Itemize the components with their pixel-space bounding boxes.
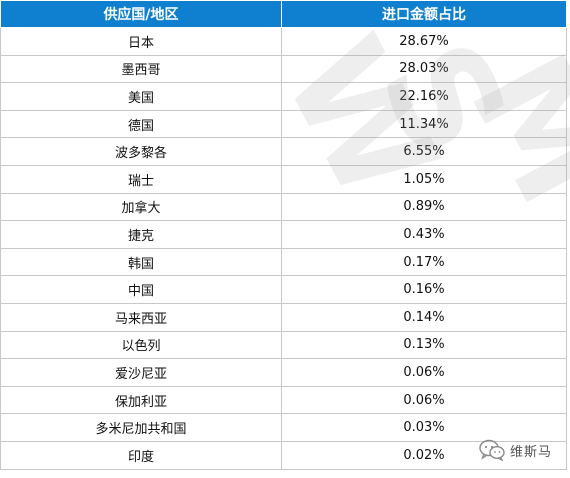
import-share-cell: 28.67%	[281, 27, 567, 56]
wechat-icon	[479, 439, 505, 461]
import-share-cell: 0.17%	[281, 247, 567, 277]
supplier-cell: 印度	[0, 440, 282, 470]
table-row: 爱沙尼亚 0.06%	[0, 358, 567, 387]
import-share-cell: 0.89%	[281, 192, 567, 222]
supplier-cell: 保加利亚	[0, 385, 282, 415]
import-share-cell: 0.16%	[281, 275, 567, 304]
table-row: 以色列 0.13%	[0, 330, 567, 360]
table-row: 捷克 0.43%	[0, 220, 567, 249]
supplier-cell: 捷克	[0, 220, 282, 249]
import-share-cell: 0.02%	[281, 440, 567, 470]
supplier-cell: 日本	[0, 27, 282, 56]
supplier-cell: 瑞士	[0, 164, 282, 194]
import-share-table: 供应国/地区 进口金额占比 日本 28.67% 墨西哥 28.03% 美国 22.16% 德…	[0, 0, 567, 470]
import-share-cell: 11.34%	[281, 109, 567, 139]
supplier-cell: 韩国	[0, 247, 282, 277]
table-row: 墨西哥 28.03%	[0, 54, 567, 84]
table-row: 马来西亚 0.14%	[0, 302, 567, 332]
import-share-cell: 0.06%	[281, 385, 567, 415]
table-row: 中国 0.16%	[0, 275, 567, 304]
supplier-cell: 德国	[0, 109, 282, 139]
import-share-cell: 6.55%	[281, 137, 567, 166]
table-row: 印度 0.02%	[0, 440, 567, 470]
table-row: 美国 22.16%	[0, 82, 567, 111]
supplier-cell: 多米尼加共和国	[0, 413, 282, 442]
table-row: 韩国 0.17%	[0, 247, 567, 277]
supplier-cell: 马来西亚	[0, 302, 282, 332]
table-row: 德国 11.34%	[0, 109, 567, 139]
import-share-cell: 0.13%	[281, 330, 567, 360]
import-share-cell: 0.14%	[281, 302, 567, 332]
import-share-cell: 28.03%	[281, 54, 567, 84]
supplier-cell: 加拿大	[0, 192, 282, 222]
brand-name: 维斯马	[510, 444, 553, 460]
table-row: 波多黎各 6.55%	[0, 137, 567, 166]
table-row: 瑞士 1.05%	[0, 164, 567, 194]
supplier-cell: 波多黎各	[0, 137, 282, 166]
table-row: 日本 28.67%	[0, 27, 567, 56]
table-header-row: 供应国/地区 进口金额占比	[0, 0, 567, 28]
supplier-cell: 美国	[0, 82, 282, 111]
table-row: 保加利亚 0.06%	[0, 385, 567, 415]
table-row: 多米尼加共和国 0.03%	[0, 413, 567, 442]
table-body: 日本 28.67% 墨西哥 28.03% 美国 22.16% 德国 11.34% 波多黎各 6.5…	[0, 27, 567, 470]
header-import-share: 进口金额占比	[281, 0, 567, 28]
header-supplier: 供应国/地区	[0, 0, 282, 28]
import-share-cell: 0.06%	[281, 358, 567, 387]
supplier-cell: 爱沙尼亚	[0, 358, 282, 387]
supplier-cell: 中国	[0, 275, 282, 304]
supplier-cell: 墨西哥	[0, 54, 282, 84]
import-share-cell: 0.43%	[281, 220, 567, 249]
brand-watermark: 维斯马	[478, 439, 552, 461]
import-share-cell: 1.05%	[281, 164, 567, 194]
table-row: 加拿大 0.89%	[0, 192, 567, 222]
import-share-cell: 0.03%	[281, 413, 567, 442]
import-share-cell: 22.16%	[281, 82, 567, 111]
supplier-cell: 以色列	[0, 330, 282, 360]
